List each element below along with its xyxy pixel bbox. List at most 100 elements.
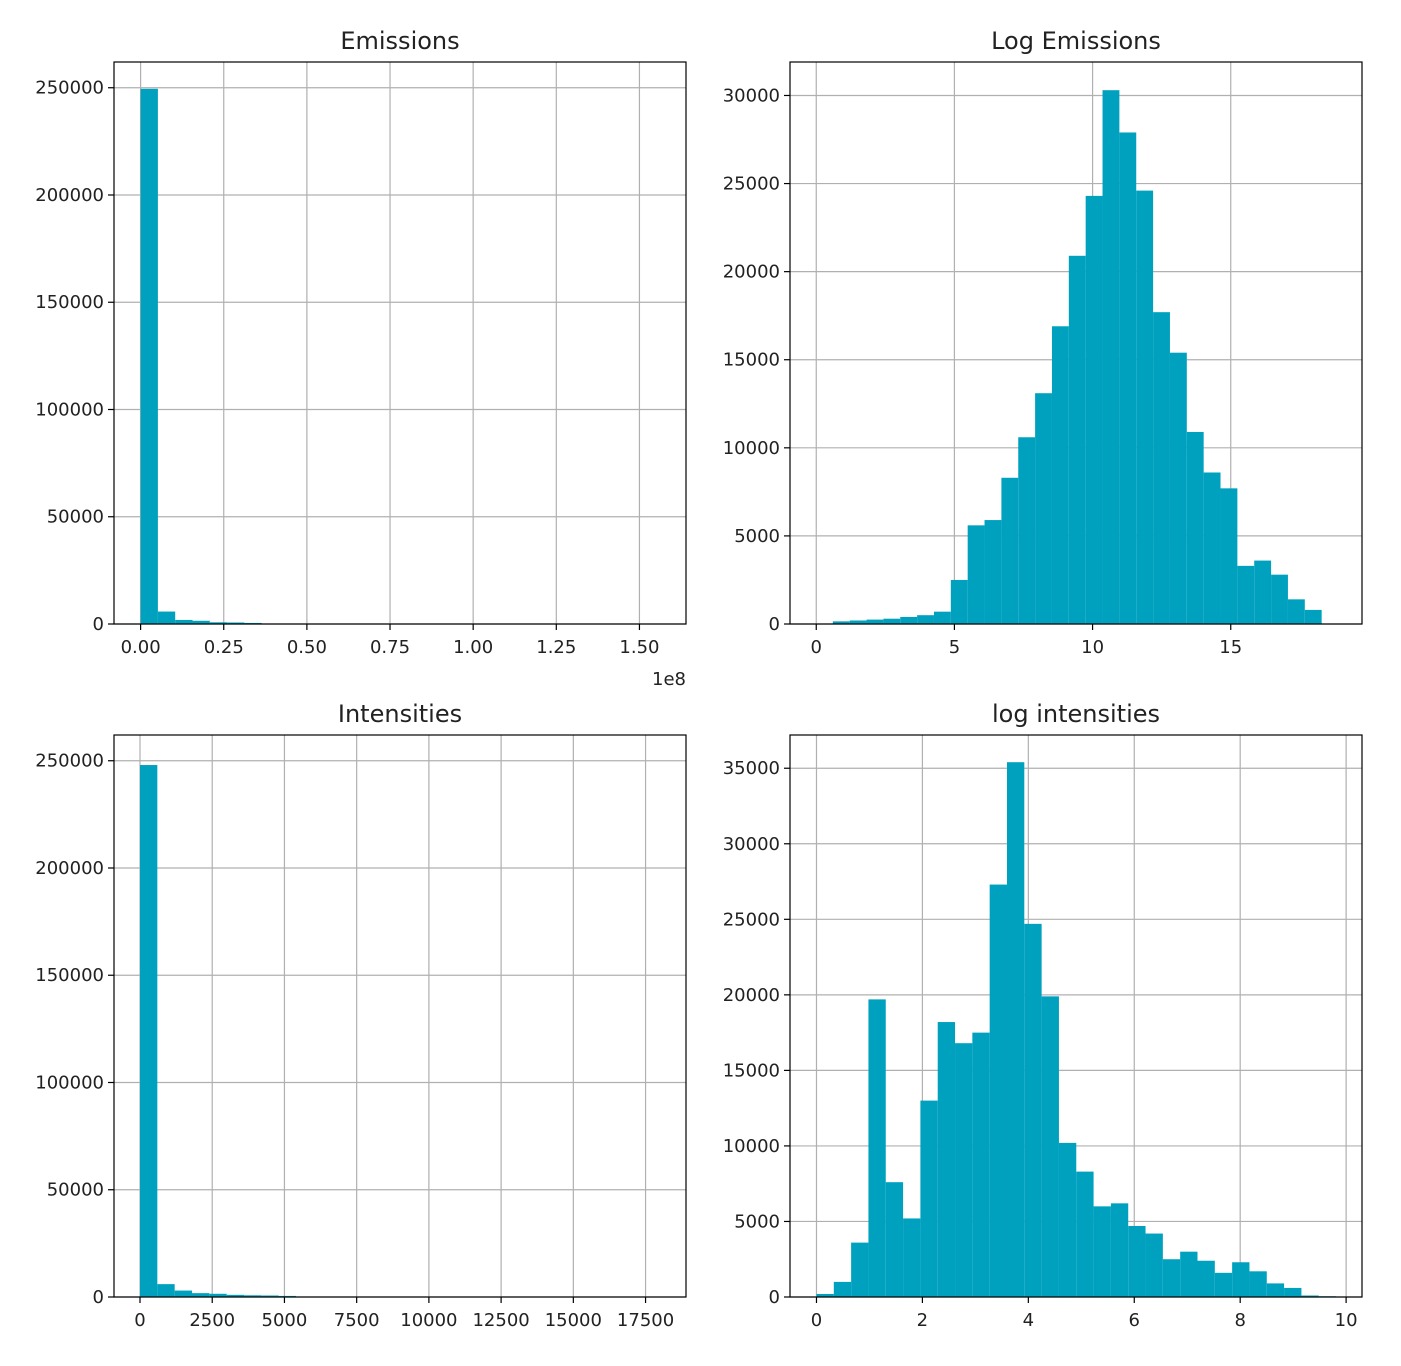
histogram-bar (140, 88, 158, 624)
histogram-bar (227, 622, 245, 624)
x-tick-label: 1.50 (619, 637, 659, 658)
histogram-bar (226, 1294, 244, 1297)
histogram-bar (1085, 195, 1103, 624)
histogram-bar (920, 1100, 938, 1297)
x-axis-ticks: 0 2500 5000 7500 10000 12500 15000 17500 (134, 1297, 674, 1331)
histogram-bar (1304, 609, 1322, 624)
y-tick-label: 150000 (35, 292, 104, 313)
y-tick-label: 30000 (723, 834, 780, 855)
y-tick-label: 50000 (47, 1180, 104, 1201)
histogram-bar (175, 619, 193, 624)
y-tick-label: 150000 (35, 965, 104, 986)
panel-title: Emissions (340, 27, 459, 55)
histogram-bar (1006, 762, 1025, 1297)
histogram-bar (1068, 255, 1086, 625)
axes-frame (113, 734, 687, 1298)
y-tick-label: 10000 (723, 438, 780, 459)
histogram-bar (1128, 1225, 1146, 1297)
x-tick-label: 0 (134, 1310, 145, 1331)
axes-frame (789, 61, 1363, 625)
histogram-bar (140, 765, 158, 1297)
panel-title: Log Emissions (991, 27, 1161, 55)
histogram-bars (832, 90, 1322, 625)
x-tick-label: 5 (949, 637, 960, 658)
histogram-bar (1058, 1142, 1077, 1297)
x-tick-label: 2 (917, 1310, 928, 1331)
y-tick-label: 25000 (723, 174, 780, 195)
x-tick-label: 10000 (400, 1310, 457, 1331)
x-tick-label: 8 (1234, 1310, 1245, 1331)
panel-emissions: Emissions 0.00 0.25 0.50 0.75 1.00 1.25 1.50 0… (35, 27, 687, 690)
histogram-bar (209, 622, 228, 624)
histogram-bar (1024, 923, 1042, 1297)
axes-frame (113, 61, 687, 625)
histogram-bar (989, 884, 1007, 1297)
histogram-bar (1220, 488, 1238, 624)
histogram-bar (1018, 437, 1036, 624)
histogram-bar (933, 611, 951, 624)
histogram-bar (1110, 1203, 1129, 1297)
y-tick-label: 20000 (723, 262, 780, 283)
y-tick-label: 35000 (723, 758, 780, 779)
histogram-bar (849, 620, 867, 624)
x-tick-label: 0 (811, 1310, 822, 1331)
y-tick-label: 25000 (723, 909, 780, 930)
histogram-bar (1136, 190, 1154, 624)
histogram-bar (1180, 1251, 1198, 1297)
x-tick-label: 10 (1081, 637, 1104, 658)
panel-intensities: Intensities 0 2500 5000 7500 10000 12500 15000… (35, 700, 687, 1331)
histogram-bar (157, 611, 176, 624)
histogram-bar (984, 520, 1002, 624)
histogram-bar (1203, 472, 1221, 624)
histogram-bar (1169, 352, 1187, 624)
histogram-bar (1232, 1262, 1250, 1297)
histogram-bar (972, 1032, 990, 1297)
histogram-bar (885, 1182, 904, 1297)
x-axis-ticks: 0.00 0.25 0.50 0.75 1.00 1.25 1.50 (121, 624, 659, 658)
histogram-bar (1035, 393, 1052, 624)
y-tick-label: 0 (769, 1287, 780, 1308)
histogram-bar (900, 616, 918, 624)
histogram-bar (209, 1293, 227, 1297)
y-axis-ticks: 0 5000 10000 15000 20000 25000 30000 (723, 85, 790, 635)
histogram-bar (1271, 574, 1288, 624)
histogram-bar (1186, 431, 1204, 624)
histogram-bar (192, 620, 210, 624)
y-tick-label: 250000 (35, 78, 104, 99)
x-tick-label: 0.50 (287, 637, 327, 658)
histogram-bar (1266, 1283, 1285, 1297)
x-tick-label: 15000 (545, 1310, 602, 1331)
y-tick-label: 30000 (723, 85, 780, 106)
histogram-bar (244, 1295, 262, 1297)
x-tick-label: 0 (811, 637, 822, 658)
panel-log-intensities: log intensities 0 2 4 6 8 10 0 5000 10000 15000 2… (723, 700, 1363, 1331)
histogram-bar (917, 615, 934, 624)
histogram-bar (1119, 132, 1137, 624)
histogram-bar (1041, 996, 1059, 1297)
histogram-bar (1249, 1271, 1267, 1297)
x-axis-ticks: 0 5 10 15 (811, 624, 1242, 658)
y-tick-label: 0 (93, 1287, 104, 1308)
histogram-bars (816, 762, 1337, 1297)
y-tick-label: 100000 (35, 1072, 104, 1093)
y-tick-label: 0 (769, 614, 780, 635)
histogram-bar (866, 619, 884, 624)
y-tick-label: 250000 (35, 751, 104, 772)
x-tick-label: 4 (1023, 1310, 1034, 1331)
histogram-bar (174, 1290, 192, 1297)
x-tick-label: 1.00 (453, 637, 493, 658)
y-tick-label: 10000 (723, 1136, 780, 1157)
histogram-bar (1284, 1287, 1302, 1297)
histogram-bar (868, 999, 886, 1297)
x-tick-label: 0.00 (121, 637, 161, 658)
histogram-bar (1237, 565, 1255, 624)
y-tick-label: 200000 (35, 858, 104, 879)
x-tick-label: 10 (1335, 1310, 1358, 1331)
x-tick-label: 1.25 (536, 637, 576, 658)
x-tick-label: 5000 (262, 1310, 308, 1331)
panel-title: log intensities (992, 700, 1160, 728)
x-tick-label: 12500 (472, 1310, 529, 1331)
y-tick-label: 15000 (723, 350, 780, 371)
histogram-bar (955, 1043, 973, 1297)
